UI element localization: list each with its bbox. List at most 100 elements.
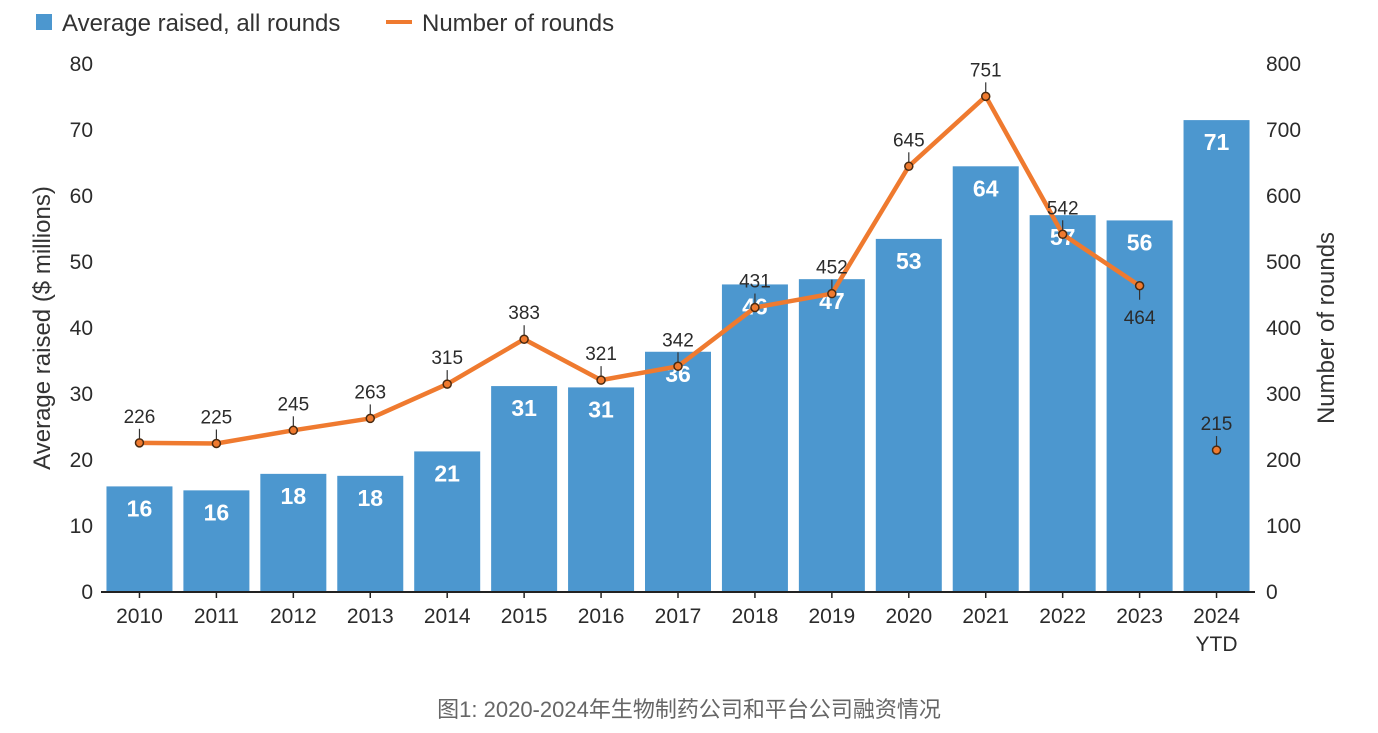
figure-caption: 图1: 2020-2024年生物制药公司和平台公司融资情况: [437, 697, 941, 722]
y2-axis-title: Number of rounds: [1313, 232, 1340, 424]
bar-value-label: 21: [434, 460, 460, 486]
line-point: [442, 379, 452, 389]
y-axis-title: Average raised ($ millions): [29, 186, 56, 470]
rounds-line-group: 226 225 245 263 315 383 321 342 431 452 645 751 542 4…: [124, 60, 1233, 455]
bar-9: [798, 279, 865, 592]
y-tick-label: 50: [70, 251, 93, 274]
point-value-label: 245: [277, 394, 309, 415]
line-point: [519, 334, 529, 344]
y-tick-label: 70: [70, 119, 93, 142]
x-tick-label: 2019: [809, 605, 856, 628]
bars-group: 161618182131313646475364575671: [106, 120, 1250, 593]
point-value-label: 315: [431, 348, 463, 369]
bar-value-label: 31: [588, 396, 614, 422]
line-point: [288, 425, 299, 436]
line-point: [980, 91, 991, 102]
line-point: [211, 438, 222, 449]
x-tick-label: 2022: [1039, 605, 1086, 628]
x-tick-label: 2021: [962, 605, 1009, 628]
x-tick-label: 2010: [116, 605, 163, 628]
line-point: [365, 413, 376, 424]
legend-bar-label: Average raised, all rounds: [62, 10, 340, 37]
rounds-line: [139, 94, 1141, 446]
line-point: [1057, 229, 1068, 240]
bar-5: [491, 386, 558, 592]
x-tick-label: 2017: [655, 605, 702, 628]
line-point: [134, 438, 145, 448]
bar-1: [183, 490, 250, 592]
bar-value-label: 16: [127, 495, 153, 521]
y2-tick-label: 800: [1266, 53, 1301, 76]
point-value-label: 215: [1201, 414, 1233, 435]
bar-2: [260, 473, 327, 592]
bar-value-label: 53: [896, 248, 922, 274]
line-point: [750, 302, 760, 313]
bar-6: [568, 387, 635, 592]
point-value-label: 342: [662, 330, 694, 351]
bar-value-label: 71: [1204, 129, 1230, 155]
line-point: [904, 161, 914, 172]
y-tick-label: 20: [70, 449, 93, 472]
y2-tick-label: 400: [1266, 317, 1301, 340]
bar-value-label: 16: [204, 499, 230, 525]
bar-11: [952, 166, 1019, 593]
point-value-label: 263: [354, 382, 386, 403]
point-value-label: 383: [508, 303, 540, 324]
bar-0: [106, 486, 173, 592]
line-point: [673, 361, 683, 372]
y2-tick-label: 200: [1266, 449, 1301, 472]
legend-line-label: Number of rounds: [422, 10, 614, 37]
y2-tick-label: 500: [1266, 251, 1301, 274]
bar-3: [337, 475, 404, 592]
bar-4: [414, 451, 481, 592]
y-tick-label: 60: [70, 185, 93, 208]
bar-13: [1106, 220, 1173, 593]
point-value-label: 464: [1124, 308, 1156, 329]
legend: Average raised, all rounds Number of rou…: [36, 10, 614, 37]
bar-value-label: 18: [357, 485, 383, 511]
x-tick-label: 2015: [501, 605, 548, 628]
line-point: [827, 288, 837, 299]
point-value-label: 645: [893, 130, 925, 151]
y-tick-label: 10: [70, 515, 93, 538]
x-tick-label: 2018: [732, 605, 779, 628]
point-value-label: 431: [739, 272, 771, 293]
y2-tick-label: 100: [1266, 515, 1301, 538]
x-tick-label: 2012: [270, 605, 317, 628]
point-value-label: 225: [201, 408, 233, 429]
bar-14: [1183, 120, 1250, 592]
x-tick-label: 2014: [424, 605, 471, 628]
chart: Average raised, all rounds Number of rou…: [29, 10, 1340, 656]
x-tick-label: 2023: [1116, 605, 1163, 628]
y-tick-label: 80: [70, 53, 93, 76]
point-value-label: 321: [585, 344, 617, 365]
y-tick-label: 0: [81, 581, 93, 604]
bar-7: [645, 351, 711, 592]
bar-8: [721, 284, 788, 592]
bar-value-label: 31: [511, 395, 537, 421]
legend-bar-swatch: [36, 14, 52, 30]
point-value-label: 226: [124, 407, 156, 428]
x-tick-label: 2016: [578, 605, 625, 628]
y-tick-label: 40: [70, 317, 93, 340]
y2-tick-label: 300: [1266, 383, 1301, 406]
y2-tick-label: 700: [1266, 119, 1301, 142]
x-tick-label: 2013: [347, 605, 394, 628]
point-value-label: 751: [970, 60, 1002, 81]
point-value-label: 542: [1047, 198, 1079, 219]
x-tick-label: 2011: [194, 605, 239, 628]
bar-value-label: 56: [1127, 229, 1153, 255]
line-point: [596, 375, 606, 385]
x-tick-label: 2024 YTD: [1193, 605, 1240, 656]
bar-10: [875, 238, 942, 592]
bar-12: [1029, 215, 1096, 592]
y-tick-label: 30: [70, 383, 93, 406]
x-tick-label: 2020: [885, 605, 932, 628]
line-point: [1134, 281, 1145, 291]
y2-tick-label: 0: [1266, 581, 1278, 604]
y2-tick-label: 600: [1266, 185, 1301, 208]
right-axis-ticks: 0 100 200 300 400 500 600 700 800: [1266, 53, 1301, 604]
left-axis-ticks: 0 10 20 30 40 50 60 70 80: [70, 53, 93, 604]
line-point: [1211, 445, 1222, 455]
x-axis-ticks: 2010 2011 2012 2013 2014 2015 2016 2017 2018 2019…: [116, 592, 1240, 656]
